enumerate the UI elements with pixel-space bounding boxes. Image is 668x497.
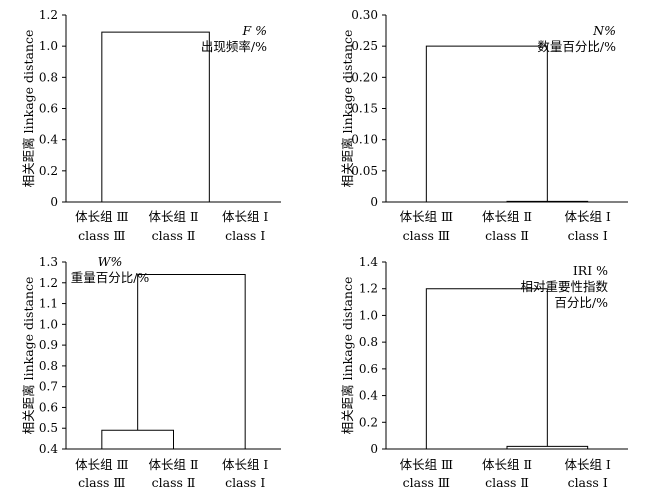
y-axis-title: 相关距离 linkage distance bbox=[340, 30, 355, 188]
leaf-label: 体长组 Ⅲ bbox=[75, 457, 129, 472]
y-tick-label: 1.2 bbox=[39, 8, 58, 22]
series-label: F % bbox=[241, 23, 267, 38]
y-tick-label: 1.1 bbox=[39, 297, 58, 311]
series-label: IRI % bbox=[573, 263, 608, 278]
y-tick-label: 0.10 bbox=[351, 133, 378, 147]
dendrogram-link bbox=[137, 273, 246, 449]
leaf-label: 体长组 Ⅲ bbox=[400, 457, 454, 472]
series-sublabel: 出现频率/% bbox=[201, 39, 267, 54]
y-tick-label: 1.3 bbox=[39, 255, 58, 269]
y-tick-label: 0.6 bbox=[39, 400, 58, 414]
y-tick-label: 0.9 bbox=[39, 338, 58, 352]
y-axis-title: 相关距离 linkage distance bbox=[340, 277, 355, 435]
leaf-sublabel: class Ⅲ bbox=[78, 475, 125, 490]
y-tick-label: 0 bbox=[50, 195, 58, 209]
series-sublabel: 相对重要性指数 bbox=[520, 279, 608, 294]
y-tick-label: 0.05 bbox=[351, 164, 378, 178]
leaf-label: 体长组 Ⅱ bbox=[482, 209, 532, 224]
y-tick-label: 0 bbox=[370, 442, 378, 456]
dendrogram-link bbox=[425, 288, 548, 449]
series-sublabel: 百分比/% bbox=[554, 295, 608, 310]
y-tick-label: 0.7 bbox=[39, 380, 58, 394]
y-tick-label: 0.8 bbox=[39, 70, 58, 84]
leaf-sublabel: class Ⅲ bbox=[403, 228, 450, 243]
series-sublabel: 数量百分比/% bbox=[537, 39, 616, 54]
leaf-label: 体长组 Ⅱ bbox=[482, 457, 532, 472]
y-axis-title: 相关距离 linkage distance bbox=[21, 30, 36, 188]
leaf-label: 体长组 Ⅱ bbox=[149, 457, 199, 472]
y-tick-label: 0.6 bbox=[359, 362, 378, 376]
y-tick-label: 0.30 bbox=[351, 8, 378, 22]
series-label: W% bbox=[98, 254, 123, 269]
y-tick-label: 1.0 bbox=[39, 39, 58, 53]
y-tick-label: 0.2 bbox=[39, 164, 58, 178]
y-tick-label: 1.4 bbox=[359, 255, 378, 269]
leaf-label: 体长组 Ⅰ bbox=[222, 457, 268, 472]
y-tick-label: 1.2 bbox=[39, 276, 58, 290]
y-tick-label: 0.2 bbox=[359, 415, 378, 429]
y-tick-label: 0.25 bbox=[351, 39, 378, 53]
y-tick-label: 0.6 bbox=[39, 102, 58, 116]
y-tick-label: 1.0 bbox=[359, 308, 378, 322]
series-label: N% bbox=[592, 23, 616, 38]
leaf-sublabel: class Ⅰ bbox=[568, 228, 608, 243]
y-tick-label: 1.0 bbox=[39, 317, 58, 331]
leaf-label: 体长组 Ⅰ bbox=[222, 209, 268, 224]
leaf-sublabel: class Ⅱ bbox=[485, 228, 529, 243]
leaf-sublabel: class Ⅰ bbox=[225, 228, 265, 243]
leaf-sublabel: class Ⅱ bbox=[152, 228, 196, 243]
leaf-label: 体长组 Ⅰ bbox=[564, 209, 610, 224]
dendrogram-link bbox=[506, 445, 589, 449]
leaf-sublabel: class Ⅰ bbox=[225, 475, 265, 490]
y-tick-label: 0.4 bbox=[39, 442, 58, 456]
y-tick-label: 0.8 bbox=[359, 335, 378, 349]
chart-panel-4: 0 0.2 0.4 0.6 0.8 1.0 1.2 1.4 相关距离 linkage dista… bbox=[340, 255, 628, 490]
leaf-sublabel: class Ⅲ bbox=[403, 475, 450, 490]
leaf-label: 体长组 Ⅲ bbox=[400, 209, 454, 224]
leaf-label: 体长组 Ⅱ bbox=[149, 209, 199, 224]
y-tick-label: 0.5 bbox=[39, 421, 58, 435]
series-sublabel: 重量百分比/% bbox=[71, 270, 150, 285]
leaf-sublabel: class Ⅱ bbox=[485, 475, 529, 490]
y-axis-title: 相关距离 linkage distance bbox=[21, 277, 36, 435]
chart-panel-2: 0 0.05 0.10 0.15 0.20 0.25 0.30 相关距离 linkage di… bbox=[340, 8, 628, 243]
leaf-label: 体长组 Ⅲ bbox=[75, 209, 129, 224]
y-tick-label: 0 bbox=[370, 195, 378, 209]
dendrogram-link bbox=[425, 45, 548, 202]
y-tick-label: 1.2 bbox=[359, 282, 378, 296]
leaf-sublabel: class Ⅲ bbox=[78, 228, 125, 243]
leaf-sublabel: class Ⅱ bbox=[152, 475, 196, 490]
y-tick-label: 0.4 bbox=[39, 133, 58, 147]
y-tick-label: 0.4 bbox=[359, 389, 378, 403]
dendrogram-link bbox=[101, 429, 174, 449]
y-tick-label: 0.20 bbox=[351, 70, 378, 84]
y-tick-label: 0.8 bbox=[39, 359, 58, 373]
leaf-sublabel: class Ⅰ bbox=[568, 475, 608, 490]
dendrogram-link bbox=[101, 31, 210, 202]
leaf-label: 体长组 Ⅰ bbox=[564, 457, 610, 472]
dendrogram-link bbox=[506, 200, 589, 202]
y-tick-label: 0.15 bbox=[351, 102, 378, 116]
